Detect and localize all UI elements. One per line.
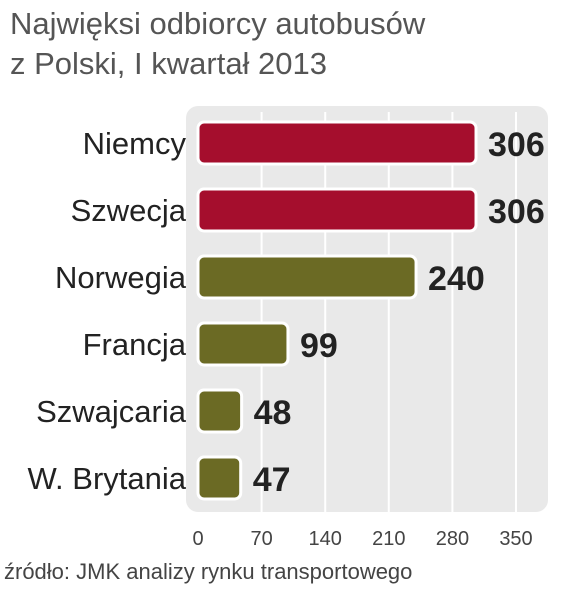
bar <box>196 120 478 166</box>
x-tick-label: 70 <box>250 528 272 550</box>
bar <box>196 187 478 233</box>
chart-title-line-2: z Polski, I kwartał 2013 <box>10 46 328 81</box>
category-label: W. Brytania <box>28 461 187 496</box>
x-tick-label: 280 <box>436 528 469 550</box>
gridlines <box>260 112 517 512</box>
x-axis-ticks: 0 70 140 210 280 350 <box>192 528 532 550</box>
source-note: źródło: JMK analizy rynku transportowego <box>4 559 413 584</box>
category-label: Francja <box>83 327 187 362</box>
x-tick-label: 350 <box>499 528 532 550</box>
category-label: Niemcy <box>83 126 187 161</box>
x-tick-label: 140 <box>309 528 342 550</box>
bar <box>196 254 418 300</box>
bars <box>196 120 478 501</box>
category-label: Szwecja <box>71 193 187 228</box>
value-label: 48 <box>254 394 292 432</box>
category-label: Szwajcaria <box>36 394 187 429</box>
category-label: Norwegia <box>55 260 187 295</box>
x-tick-label: 0 <box>192 528 203 550</box>
bar-chart: Niemcy Szwecja Norwegia Francja Szwajcaria W.… <box>28 106 548 550</box>
value-label: 99 <box>300 327 338 365</box>
value-label: 47 <box>253 461 291 499</box>
value-label: 306 <box>488 193 545 231</box>
category-labels: Niemcy Szwecja Norwegia Francja Szwajcaria W.… <box>28 126 187 496</box>
plot-background <box>186 106 548 512</box>
bar <box>196 388 244 434</box>
chart-title-line-1: Najwięksi odbiorcy autobusów <box>10 6 426 41</box>
value-label: 240 <box>428 260 485 298</box>
bar <box>196 321 290 367</box>
value-label: 306 <box>488 126 545 164</box>
bar <box>196 455 243 501</box>
chart-title: Najwięksi odbiorcy autobusów z Polski, I… <box>10 4 550 84</box>
x-tick-label: 210 <box>372 528 405 550</box>
